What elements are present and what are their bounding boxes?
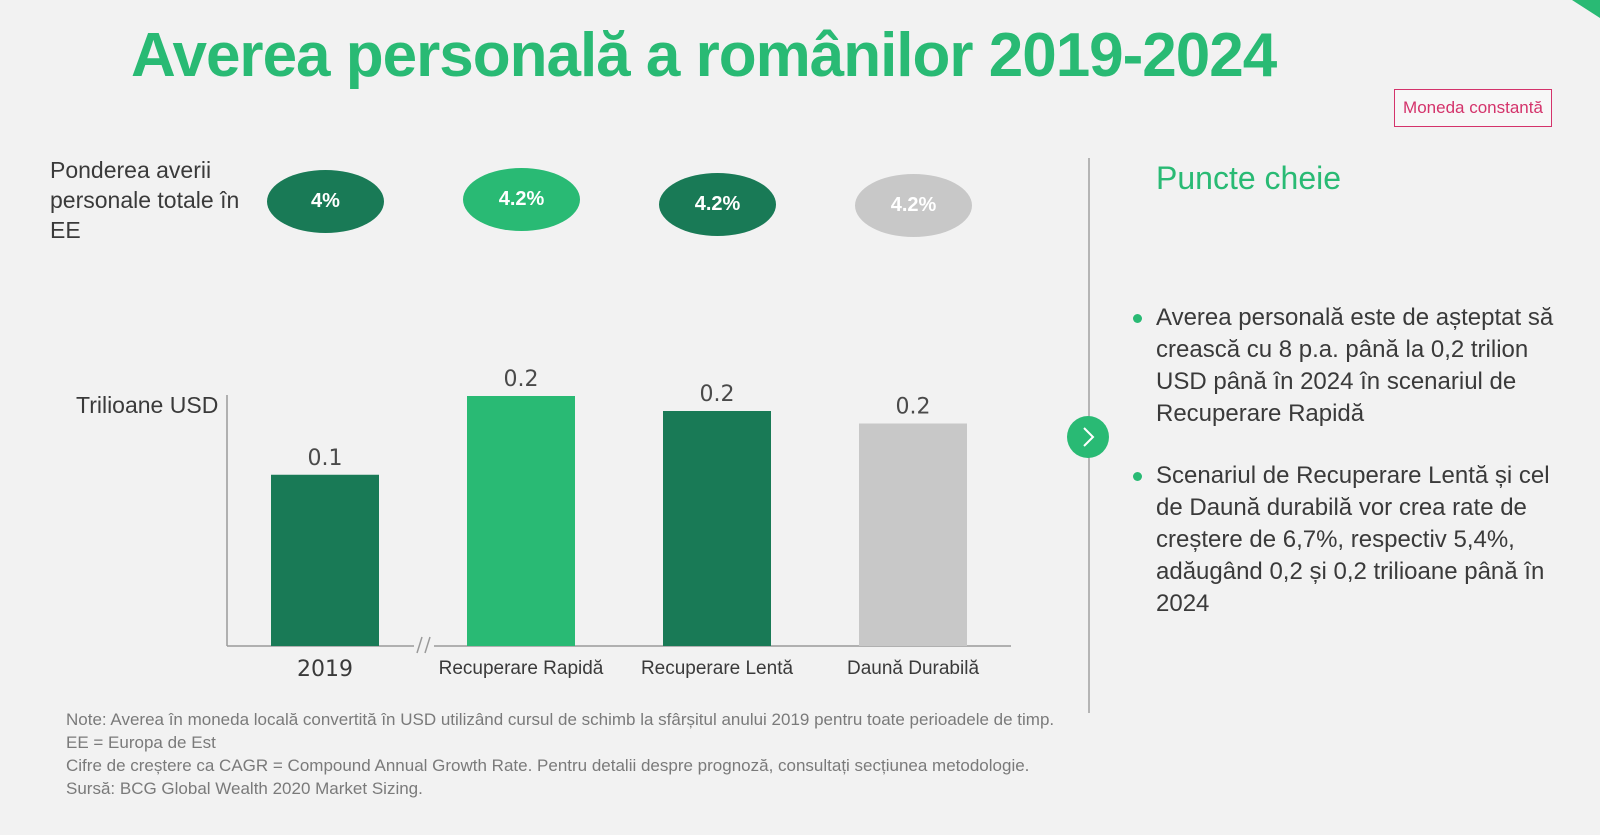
footnote-line: Cifre de creștere ca CAGR = Compound Ann… (66, 756, 1030, 775)
share-oval-recuperare-lenta: 4.2% (659, 173, 776, 236)
bullet-icon (1133, 314, 1142, 323)
footnote-line: Note: Averea în moneda locală convertită… (66, 710, 1055, 729)
footnote-line: EE = Europa de Est (66, 733, 216, 752)
corner-accent (1572, 0, 1600, 18)
next-arrow-button[interactable] (1067, 416, 1109, 458)
data-label-recuperare-lenta: 0.2 (700, 382, 735, 407)
bar-recuperare-lenta (663, 411, 771, 646)
data-label-dauna-durabila: 0.2 (896, 395, 931, 420)
share-oval-dauna-durabila: 4.2% (855, 174, 972, 237)
bar-2019 (271, 474, 379, 646)
bullet-icon (1133, 472, 1142, 481)
axis-break-icon (414, 636, 434, 656)
x-tick-label-recuperare-lenta: Recuperare Lentă (641, 658, 794, 679)
bar-chart: 0.1 2019 0.2 Recuperare Rapidă 0.2 Recuperare… (226, 367, 1011, 682)
x-tick-label-dauna-durabila: Daună Durabilă (847, 658, 979, 679)
key-point-text: Scenariul de Recuperare Lentă și cel de … (1156, 462, 1550, 617)
share-oval-2019: 4% (267, 170, 384, 233)
key-points-list: Averea personală este de așteptat să cre… (1130, 302, 1570, 620)
key-point-text: Averea personală este de așteptat să cre… (1156, 304, 1554, 427)
x-tick-label-2019: 2019 (297, 657, 353, 682)
data-label-recuperare-rapida: 0.2 (504, 367, 539, 392)
bar-recuperare-rapida (467, 396, 575, 646)
chevron-right-icon (1083, 427, 1095, 447)
key-points-title: Puncte cheie (1156, 160, 1342, 196)
footnotes: Note: Averea în moneda locală convertită… (66, 708, 1054, 800)
y-axis-label: Trilioane USD (76, 392, 219, 418)
share-oval-recuperare-rapida: 4.2% (463, 168, 580, 231)
page-title: Averea personală a românilor 2019-2024 (131, 21, 1277, 90)
key-point-item: Averea personală este de așteptat să cre… (1130, 302, 1570, 430)
currency-badge: Moneda constantă (1394, 89, 1552, 127)
footnote-line: Sursă: BCG Global Wealth 2020 Market Siz… (66, 779, 423, 798)
bar-dauna-durabila (859, 423, 967, 646)
share-label: Ponderea averii personale totale în EE (50, 157, 240, 243)
x-tick-label-recuperare-rapida: Recuperare Rapidă (439, 658, 604, 679)
key-point-item: Scenariul de Recuperare Lentă și cel de … (1130, 460, 1570, 620)
data-label-2019: 0.1 (308, 446, 343, 471)
